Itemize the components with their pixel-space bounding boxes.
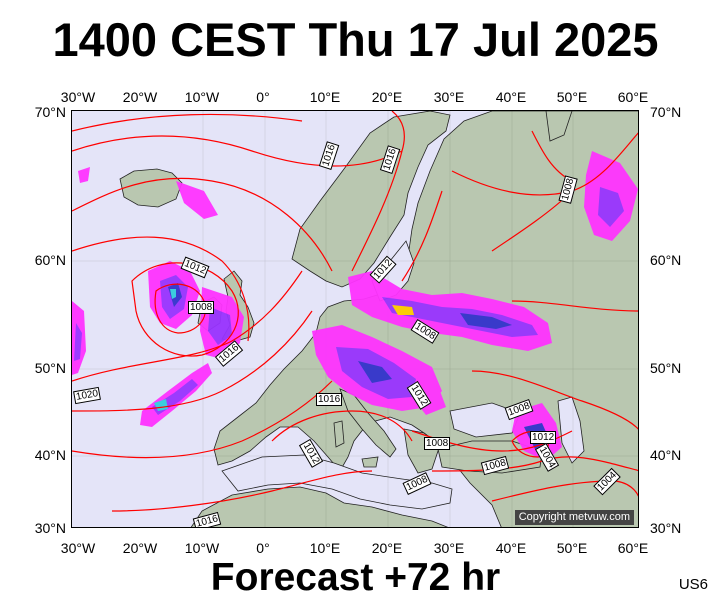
isobar-label: 1012 [530, 431, 557, 444]
lon-label-bottom: 0° [256, 540, 270, 556]
precip-area [170, 289, 176, 299]
lon-label-bottom: 60°E [617, 540, 649, 556]
precip-area [392, 305, 414, 315]
sardinia [333, 420, 345, 448]
lat-label-left: 50°N [34, 360, 66, 376]
isobar-line [401, 190, 443, 282]
lon-label-top: 30°E [433, 89, 465, 105]
italy [339, 388, 397, 458]
lon-label-top: 0° [256, 89, 270, 105]
precip-area [598, 187, 624, 227]
isobar-line [271, 410, 413, 442]
lon-label-bottom: 10°W [184, 540, 220, 556]
isobar-line [72, 236, 250, 342]
isobar-line [72, 135, 403, 167]
precip-area [208, 307, 232, 345]
black-sea [449, 402, 521, 438]
lon-label-bottom: 30°E [433, 540, 465, 556]
lon-label-bottom: 40°E [495, 540, 527, 556]
isobar-label: 1008 [188, 301, 215, 314]
lat-label-left: 70°N [34, 104, 66, 120]
novaya-zemlya [545, 111, 573, 142]
isobar-line [154, 283, 206, 334]
isobar-label: 1016 [316, 393, 343, 406]
isobar-line [111, 470, 373, 512]
lat-label-right: 40°N [650, 447, 682, 463]
lon-label-top: 30°W [60, 89, 96, 105]
lon-label-top: 10°W [184, 89, 220, 105]
lon-label-top: 50°E [556, 89, 588, 105]
weather-map: 1016 1008 1012 1008 1016 1020 1012 1008 … [71, 110, 639, 528]
lon-label-top: 20°W [122, 89, 158, 105]
lat-label-right: 50°N [650, 360, 682, 376]
precip-area [78, 167, 90, 183]
precip-area [74, 323, 82, 361]
isobar-line [72, 310, 313, 412]
lat-label-left: 60°N [34, 252, 66, 268]
lat-label-right: 60°N [650, 252, 682, 268]
lon-label-bottom: 20°W [122, 540, 158, 556]
chart-title: 1400 CEST Thu 17 Jul 2025 [52, 13, 659, 66]
lon-label-top: 40°E [495, 89, 527, 105]
lat-label-right: 70°N [650, 104, 682, 120]
isobar-line [131, 262, 239, 357]
lon-label-bottom: 30°W [60, 540, 96, 556]
north-africa [190, 486, 449, 527]
lon-label-bottom: 50°E [556, 540, 588, 556]
model-code: US6 [678, 576, 708, 593]
scandinavia [291, 111, 451, 288]
lon-label-top: 10°E [309, 89, 341, 105]
lon-label-bottom: 10°E [309, 540, 341, 556]
mediterranean-sea [221, 454, 453, 510]
lat-label-left: 30°N [34, 520, 66, 536]
lat-label-right: 30°N [650, 520, 682, 536]
lon-label-top: 20°E [371, 89, 403, 105]
isobar-label: 1008 [424, 437, 451, 450]
precip-area [176, 181, 218, 219]
lon-label-bottom: 20°E [371, 540, 403, 556]
sicily [361, 456, 379, 468]
isobar-line [72, 177, 333, 272]
isobar-line [72, 113, 303, 132]
precip-area [358, 361, 392, 383]
isobar-line [72, 380, 333, 459]
lon-label-top: 60°E [617, 89, 649, 105]
anatolia [437, 440, 543, 474]
lat-label-left: 40°N [34, 447, 66, 463]
copyright-notice: Copyright metvuw.com [514, 510, 634, 525]
isobar-line [511, 300, 638, 312]
isobar-line [351, 111, 405, 272]
precip-area [460, 313, 512, 329]
isobar-line [471, 370, 638, 430]
forecast-label: Forecast +72 hr [210, 556, 501, 599]
